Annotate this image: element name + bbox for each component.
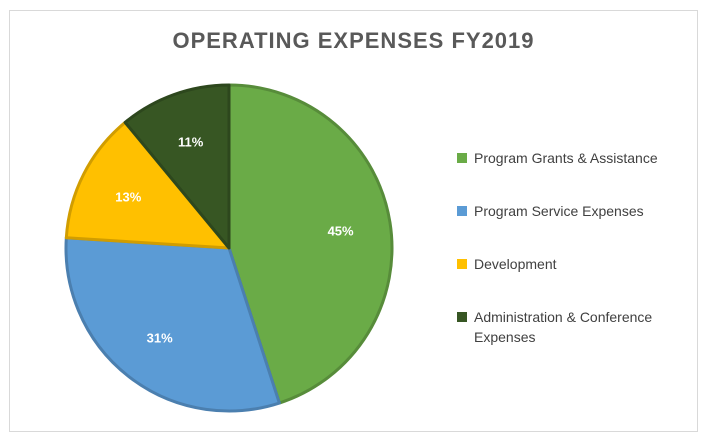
- data-label: 45%: [328, 223, 354, 238]
- legend-label: Program Grants & Assistance: [474, 150, 658, 166]
- legend-label: Development: [474, 256, 557, 272]
- slice-program-grants: [227, 83, 394, 405]
- legend-item-development: Development: [457, 254, 697, 274]
- slice-development: [64, 120, 231, 250]
- legend-item-program-grants: Program Grants & Assistance: [457, 148, 697, 168]
- slice-administration: [123, 83, 231, 250]
- legend-swatch: [457, 206, 467, 216]
- data-label: 11%: [178, 135, 204, 150]
- slice-program-service: [64, 236, 281, 413]
- legend-item-administration: Administration & Conference Expenses: [457, 307, 689, 347]
- data-label: 31%: [147, 330, 173, 345]
- legend-label: Administration & Conference Expenses: [474, 309, 653, 345]
- chart-legend: Program Grants & Assistance Program Serv…: [457, 148, 697, 347]
- legend-label: Program Service Expenses: [474, 203, 644, 219]
- legend-item-program-service: Program Service Expenses: [457, 201, 697, 221]
- legend-swatch: [457, 312, 467, 322]
- data-label: 13%: [115, 190, 141, 205]
- chart-title: OPERATING EXPENSES FY2019: [172, 28, 535, 53]
- legend-swatch: [457, 153, 467, 163]
- legend-swatch: [457, 259, 467, 269]
